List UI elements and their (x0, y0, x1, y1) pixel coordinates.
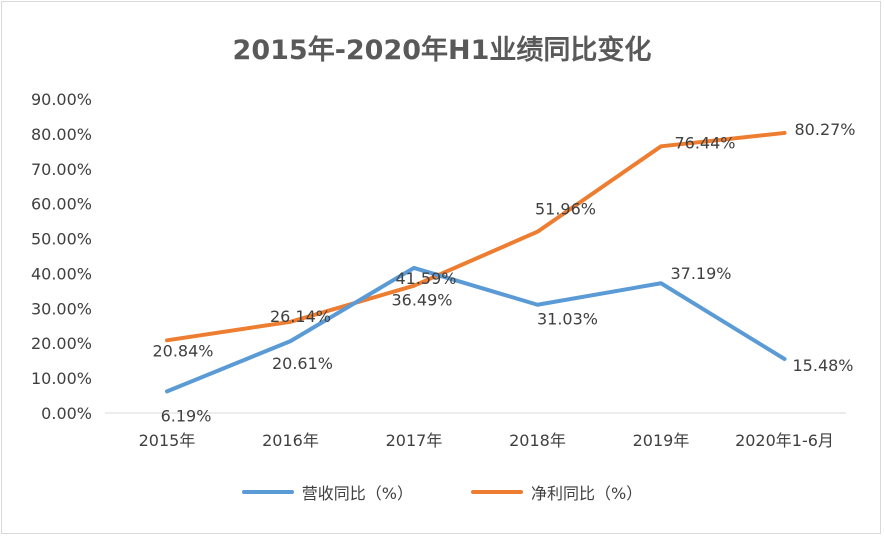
data-label-net-profit: 80.27% (795, 120, 856, 139)
y-axis-ticks: 0.00% 10.00% 20.00% 30.00% 40.00% 50.00% 60.00… (31, 90, 92, 423)
y-tick-label: 90.00% (31, 90, 92, 109)
data-label-net-profit: 51.96% (535, 200, 596, 219)
legend-item-revenue: 营收同比（%） (241, 480, 413, 504)
series-line-revenue (165, 265, 787, 394)
legend-item-net-profit: 净利同比（%） (471, 480, 642, 504)
y-tick-label: 20.00% (31, 334, 92, 353)
data-label-net-profit: 36.49% (391, 291, 452, 310)
x-tick-label: 2017年 (386, 431, 443, 450)
y-tick-label: 80.00% (31, 125, 92, 144)
data-label-net-profit: 26.14% (270, 307, 331, 326)
data-label-revenue: 6.19% (161, 406, 212, 425)
data-label-revenue: 37.19% (670, 264, 731, 283)
series-lines (165, 130, 787, 394)
legend-swatch-net-profit (471, 490, 523, 494)
y-tick-label: 70.00% (31, 160, 92, 179)
y-tick-label: 50.00% (31, 230, 92, 249)
x-tick-label: 2015年 (139, 431, 196, 450)
legend-label-net-profit: 净利同比（%） (531, 484, 643, 503)
legend-label-revenue: 营收同比（%） (301, 484, 413, 503)
x-tick-label: 2018年 (509, 431, 566, 450)
data-label-net-profit: 20.84% (152, 341, 213, 360)
legend: 营收同比（%） 净利同比（%） (0, 480, 884, 504)
data-labels: 6.19% 20.61% 41.59% 31.03% 37.19% 15.48% 20.84… (152, 120, 855, 425)
y-tick-label: 10.00% (31, 369, 92, 388)
y-tick-label: 0.00% (41, 404, 92, 423)
series-line-net-profit (165, 130, 787, 343)
x-tick-label: 2020年1-6月 (735, 431, 834, 450)
x-tick-label: 2019年 (633, 431, 690, 450)
data-label-revenue: 31.03% (537, 310, 598, 329)
x-tick-label: 2016年 (262, 431, 319, 450)
data-label-revenue: 20.61% (272, 354, 333, 373)
data-label-revenue: 15.48% (793, 356, 854, 375)
data-label-revenue: 41.59% (395, 269, 456, 288)
chart-title: 2015年-2020年H1业绩同比变化 (232, 35, 652, 66)
data-label-net-profit: 76.44% (674, 133, 735, 152)
x-axis-ticks: 2015年 2016年 2017年 2018年 2019年 2020年1-6月 (139, 431, 834, 450)
y-tick-label: 60.00% (31, 195, 92, 214)
y-tick-label: 30.00% (31, 299, 92, 318)
legend-swatch-revenue (241, 490, 294, 494)
y-tick-label: 40.00% (31, 264, 92, 283)
